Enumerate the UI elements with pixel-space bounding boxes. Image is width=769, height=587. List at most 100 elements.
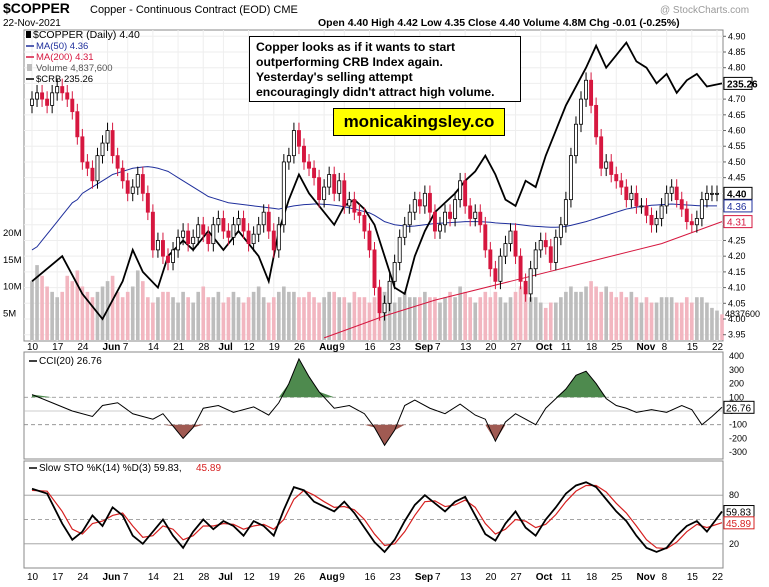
volume-bar: [241, 302, 246, 340]
x-tick-label: Sep: [415, 342, 433, 353]
volume-bar: [412, 297, 417, 340]
volume-bar: [674, 302, 679, 340]
x-tick-label: 18: [586, 342, 598, 353]
candle-body: [105, 130, 110, 144]
candle-body: [140, 174, 145, 194]
sto-badge-box: [723, 516, 755, 530]
volume-bar: [236, 297, 241, 340]
volume-bar: [584, 286, 588, 340]
volume-bar: [543, 307, 548, 340]
candle-body: [604, 161, 609, 169]
candle-body: [80, 136, 85, 163]
price-tick-label: 4.10: [728, 283, 746, 293]
sto-tick-label: 80: [729, 490, 739, 500]
legend: $COPPER (Daily) 4.40 MA(50) 4.36 MA(200)…: [26, 29, 140, 85]
price-tick-label: 4.55: [728, 141, 746, 151]
volume-bar: [594, 286, 598, 340]
legend-swatch-copper: [26, 31, 31, 38]
candle-body: [387, 280, 392, 304]
candle-body: [125, 180, 130, 194]
volume-bar: [483, 291, 488, 340]
candle-body: [332, 174, 337, 194]
price-panel-frame: [23, 29, 724, 342]
candle-body: [115, 155, 120, 169]
cci-oversold-fill: [32, 424, 723, 446]
volume-bar: [246, 297, 251, 340]
candle-body: [629, 192, 634, 201]
sto-panel-frame: [23, 460, 724, 569]
candle-body: [145, 192, 150, 213]
volume-bar: [337, 297, 342, 340]
candle-body: [35, 92, 39, 100]
x-tick-label: 25: [611, 572, 623, 583]
volume-bar: [589, 281, 593, 340]
volume-bar: [347, 302, 352, 340]
candle-body: [70, 98, 75, 113]
volume-tick-label: 15M: [3, 255, 22, 266]
sto-legend-d: 45.89: [196, 463, 221, 474]
x-tick-label: 10: [27, 342, 39, 353]
candle-body: [710, 192, 714, 195]
candle-body: [327, 174, 332, 188]
candle-body: [458, 180, 463, 201]
x-tick-label: 14: [148, 572, 160, 583]
candle-body: [160, 240, 165, 257]
candle-body: [347, 199, 352, 207]
volume-bar: [690, 302, 694, 340]
candle-body: [377, 287, 382, 314]
candle-body: [181, 230, 186, 238]
sto-lines: [31, 481, 723, 554]
volume-bar: [266, 302, 271, 340]
cci-legend-label: CCI(20) 26.76: [39, 356, 102, 367]
legend-copper: $COPPER (Daily) 4.40: [33, 29, 140, 41]
x-tick-label: 11: [561, 342, 572, 353]
volume-bar: [624, 297, 629, 340]
panel-frames: [23, 29, 724, 569]
candle-body: [176, 236, 181, 251]
cci-tick-label: 400: [729, 351, 744, 361]
candle-body: [468, 205, 473, 219]
candle-body: [30, 98, 34, 106]
candle-body: [528, 268, 533, 295]
price-tick-label: 4.70: [728, 94, 746, 104]
sto-k-line: [31, 481, 723, 554]
candle-body: [75, 111, 80, 138]
x-tick-label: 24: [77, 342, 89, 353]
volume-bar: [342, 297, 347, 340]
candle-body: [493, 268, 498, 282]
candle-body: [85, 161, 90, 169]
volume-bar: [140, 281, 145, 340]
cci-axis: -300-200-100010020030040026.76: [723, 351, 755, 457]
candle-body: [548, 246, 553, 263]
volume-bar: [649, 302, 654, 340]
candle-body: [171, 249, 175, 263]
candle-body: [65, 92, 70, 100]
value-badges: 4837600 235.26 4.40 4.36 4.31: [723, 76, 760, 319]
candle-body: [478, 211, 483, 226]
cci-legend: CCI(20) 26.76: [29, 356, 102, 367]
legend-crb: $CRB 235.26: [36, 74, 93, 85]
brand-label: monicakingsley.co: [333, 108, 505, 136]
candle-body: [594, 104, 599, 138]
x-tick-label: 21: [173, 572, 185, 583]
candle-body: [317, 177, 322, 201]
x-tick-label: 27: [511, 572, 523, 583]
volume-bar: [357, 297, 362, 340]
volume-bar: [115, 291, 120, 340]
volume-bar: [659, 297, 664, 340]
x-tick-label: 23: [390, 342, 402, 353]
volume-bar: [684, 297, 689, 340]
candle-body: [644, 205, 649, 216]
volume-bar: [433, 297, 437, 340]
volume-bar: [216, 291, 221, 340]
x-tick-label: 19: [269, 572, 281, 583]
ohlc-readout: Open 4.40 High 4.42 Low 4.35 Close 4.40 …: [318, 17, 680, 29]
x-tick-label: 7: [435, 342, 441, 353]
candle-body: [543, 240, 548, 248]
candle-body: [382, 302, 387, 314]
volume-bar: [639, 302, 644, 340]
candle-body: [417, 199, 422, 207]
candle-body: [463, 180, 468, 207]
volume-bar: [40, 275, 44, 340]
volume-bar: [438, 302, 442, 340]
